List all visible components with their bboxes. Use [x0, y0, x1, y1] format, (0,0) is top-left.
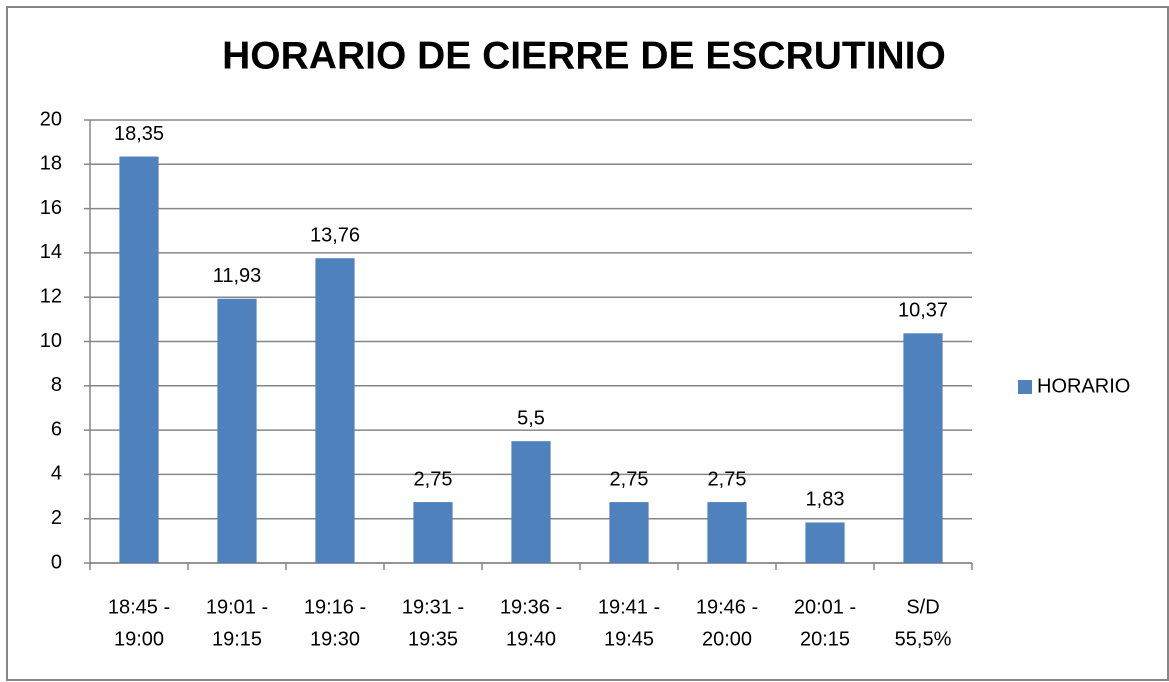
data-label: 2,75	[610, 468, 649, 490]
bar	[217, 298, 257, 563]
bar	[609, 502, 649, 563]
bar	[119, 156, 159, 564]
x-tick-label: 20:15	[800, 628, 850, 650]
x-tick-label: 19:00	[114, 628, 164, 650]
y-tick-label: 18	[40, 153, 62, 175]
x-tick-label: 19:46 -	[696, 596, 758, 618]
legend-label: HORARIO	[1037, 375, 1130, 397]
data-label: 11,93	[213, 265, 262, 287]
y-tick-label: 20	[40, 108, 62, 130]
x-tick-label: 20:00	[702, 628, 752, 650]
bar	[805, 522, 845, 563]
x-tick-label: 19:16 -	[304, 596, 366, 618]
x-tick-label: 18:45 -	[108, 596, 170, 618]
bar	[511, 441, 551, 563]
y-tick-label: 14	[40, 241, 62, 263]
y-tick-label: 16	[40, 197, 62, 219]
x-tick-label: 19:01 -	[206, 596, 268, 618]
y-tick-label: 8	[51, 374, 62, 396]
y-tick-label: 0	[51, 551, 62, 573]
data-label: 2,75	[414, 468, 453, 490]
x-tick-label: S/D	[906, 596, 939, 618]
y-tick-label: 2	[51, 507, 62, 529]
x-tick-label: 19:35	[408, 628, 458, 650]
chart-title: HORARIO DE CIERRE DE ESCRUTINIO	[222, 34, 946, 77]
data-label: 5,5	[517, 407, 545, 429]
y-tick-label: 6	[51, 418, 62, 440]
x-tick-label: 19:36 -	[500, 596, 562, 618]
data-label: 2,75	[708, 468, 747, 490]
bar	[413, 502, 453, 563]
data-label: 1,83	[806, 489, 845, 511]
y-tick-label: 12	[40, 285, 62, 307]
x-tick-label: 19:31 -	[402, 596, 464, 618]
chart-frame	[6, 6, 1169, 681]
x-tick-label: 19:40	[506, 628, 556, 650]
bar	[903, 333, 943, 563]
data-label: 18,35	[114, 123, 164, 145]
legend-swatch	[1018, 380, 1032, 394]
x-tick-label: 19:15	[212, 628, 262, 650]
x-tick-label: 20:01 -	[794, 596, 856, 618]
x-tick-label: 19:45	[604, 628, 654, 650]
x-tick-label: 19:41 -	[598, 596, 660, 618]
y-tick-label: 4	[51, 463, 62, 485]
data-label: 13,76	[310, 224, 360, 246]
bar	[707, 502, 747, 563]
y-tick-label: 10	[40, 330, 62, 352]
x-tick-label: 55,5%	[895, 628, 952, 650]
data-label: 10,37	[898, 300, 948, 322]
bar	[315, 258, 355, 563]
x-tick-label: 19:30	[310, 628, 360, 650]
